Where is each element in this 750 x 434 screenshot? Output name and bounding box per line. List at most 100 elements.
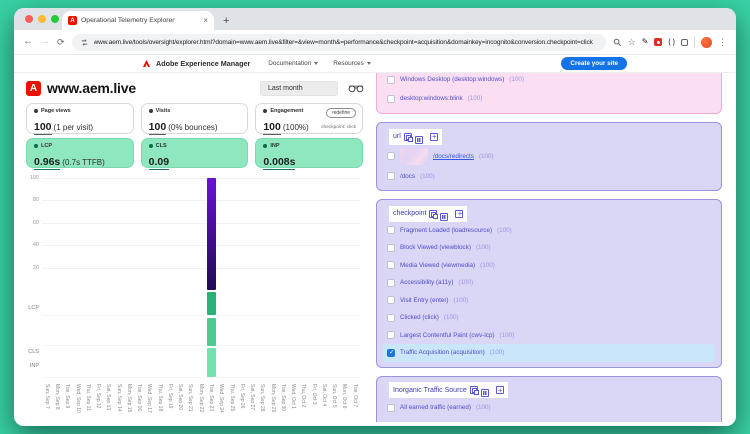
search-icon[interactable] — [613, 38, 622, 47]
create-site-button[interactable]: Create your site — [561, 57, 627, 70]
chart-plot: Sun, Sep 7 Mon, Sep 8 Tue, Sep 9 Wed, Sep 1… — [42, 178, 360, 414]
filter-checkbox[interactable] — [387, 313, 395, 322]
pageviews-bar[interactable] — [206, 178, 216, 290]
inp-card[interactable]: INP 0.008s — [255, 138, 364, 170]
x-axis-label: Wed, Oct 1 — [290, 384, 297, 409]
bar-chart-icon[interactable] — [480, 389, 489, 397]
x-axis-label: Sun, Sep 14 — [115, 384, 122, 412]
filter-item[interactable]: Windows Desktop (desktop:windows) (100) — [383, 73, 715, 89]
lcp-value: 0.96s — [34, 156, 61, 170]
visits-card[interactable]: Visits 100 (0% bounces) — [140, 103, 249, 135]
nav-documentation[interactable]: Documentation — [268, 60, 319, 67]
filter-checkbox[interactable] — [387, 348, 395, 357]
add-icon[interactable] — [495, 386, 504, 395]
adobe-favicon: A — [68, 16, 77, 25]
filter-checkbox[interactable] — [387, 75, 395, 84]
filter-checkbox[interactable] — [387, 296, 395, 305]
add-icon[interactable] — [455, 209, 464, 218]
engagement-card[interactable]: Engagement 100 (100%) redefine checkpoint… — [255, 103, 364, 135]
forward-icon[interactable]: → — [40, 36, 50, 47]
close-tab-icon[interactable]: × — [203, 16, 208, 25]
x-axis-label: Sun, Sep 7 — [43, 384, 50, 409]
redefine-badge[interactable]: redefine — [325, 108, 357, 118]
cwv-block-lcp[interactable] — [206, 292, 216, 315]
pageviews-card[interactable]: Page views 100 (1 per visit) — [26, 103, 134, 135]
section-legend: url — [389, 128, 442, 145]
filter-checkbox[interactable] — [387, 243, 395, 252]
cwv-block-cls[interactable] — [206, 317, 216, 346]
filter-checkbox[interactable] — [387, 94, 395, 103]
reload-icon[interactable]: ⟳ — [57, 36, 65, 47]
back-icon[interactable]: ← — [23, 36, 33, 47]
incognito-glasses-icon[interactable] — [348, 84, 364, 93]
browser-tab[interactable]: A Operational Telemetry Explorer × — [62, 11, 214, 30]
filter-count: (100) — [443, 314, 459, 322]
y-axis-tick: 60 — [32, 219, 39, 226]
filter-checkbox[interactable] — [387, 226, 395, 235]
filter-count: (100) — [480, 261, 495, 269]
filter-checkbox[interactable] — [387, 172, 395, 181]
metric-dot — [148, 144, 153, 148]
filter-label[interactable]: /docs/redirects — [433, 152, 474, 160]
copy-icon[interactable] — [429, 209, 439, 219]
zoom-window-button[interactable] — [51, 15, 59, 23]
filter-item[interactable]: Accessibility (a11y) (100) — [383, 274, 715, 292]
bookmark-star-icon[interactable]: ☆ — [627, 36, 636, 47]
extensions-icon[interactable] — [681, 38, 688, 46]
profile-avatar[interactable] — [701, 36, 712, 48]
engagement-note: checkpoint: click — [321, 125, 357, 130]
add-icon[interactable] — [429, 132, 438, 141]
section-legend-label: url — [393, 133, 401, 140]
section-legend: checkpoint — [389, 205, 468, 222]
y-axis-tick: 20 — [32, 264, 39, 271]
nav-resources[interactable]: Resources — [333, 60, 371, 67]
address-bar[interactable]: www.aem.live/tools/oversight/explorer.ht… — [71, 33, 606, 51]
cls-card[interactable]: CLS 0.09 — [140, 138, 249, 170]
close-window-button[interactable] — [25, 15, 33, 23]
filter-label: /docs — [400, 172, 416, 180]
cwv-row-label: CLS — [28, 349, 39, 355]
filter-label: Media Viewed (viewmedia) — [400, 261, 476, 269]
extension-red-icon[interactable] — [654, 38, 663, 46]
extension-pen-icon[interactable]: ✎ — [641, 37, 649, 46]
metric-dot — [263, 109, 268, 113]
menu-dots-icon[interactable]: ⋮ — [718, 36, 727, 47]
copy-icon[interactable] — [469, 386, 479, 395]
filter-item[interactable]: Traffic Acquisition (acquisition) (100) — [383, 344, 715, 362]
bar-chart-icon[interactable] — [414, 135, 423, 144]
bar-chart-icon[interactable] — [440, 212, 449, 221]
browser-window: A Operational Telemetry Explorer × + ← →… — [14, 8, 736, 426]
filter-checkbox[interactable] — [387, 261, 395, 270]
filter-item[interactable]: earned:ai(100) — [383, 417, 715, 422]
minimize-window-button[interactable] — [38, 15, 46, 23]
aem-brand[interactable]: Adobe Experience Manager — [142, 59, 250, 68]
x-axis-label: Thu, Sep 11 — [84, 384, 91, 411]
filter-checkbox[interactable] — [387, 403, 395, 412]
filter-item[interactable]: /docs/redirects (100) — [383, 145, 715, 168]
x-axis-label: Sat, Oct 4 — [320, 384, 327, 407]
filter-item[interactable]: All earned traffic (earned) (100) — [383, 398, 715, 417]
filter-checkbox[interactable] — [387, 331, 395, 340]
site-info-icon[interactable] — [80, 38, 89, 47]
brand-name: Adobe Experience Manager — [156, 59, 251, 68]
filter-label: Traffic Acquisition (acquisition) — [400, 349, 485, 357]
filter-checkbox[interactable] — [387, 152, 395, 160]
lcp-card[interactable]: LCP 0.96s (0.7s TTFB) — [26, 138, 134, 170]
filter-item[interactable]: Visit Entry (enter) (100) — [383, 292, 715, 310]
pageviews-value: 100 — [34, 121, 52, 135]
metric-dot — [263, 144, 268, 148]
extension-brackets-icon[interactable]: ( ) — [668, 38, 675, 46]
period-select[interactable]: Last month — [260, 80, 338, 96]
filter-item[interactable]: Largest Contentful Paint (cwv-lcp) (100) — [383, 327, 715, 345]
filter-item[interactable]: Clicked (click) (100) — [383, 309, 715, 327]
filter-checkbox[interactable] — [387, 278, 395, 287]
filter-item[interactable]: /docs (100) — [383, 168, 715, 186]
new-tab-button[interactable]: + — [223, 14, 230, 27]
filter-count: (100) — [489, 349, 505, 357]
copy-icon[interactable] — [403, 132, 413, 142]
filter-item[interactable]: Fragment Loaded (loadresource) (100) — [383, 222, 715, 240]
filter-item[interactable]: Media Viewed (viewmedia) (100) — [383, 257, 715, 275]
filter-item[interactable]: Block Viewed (viewblock) (100) — [383, 239, 715, 257]
filter-item[interactable]: desktop:windows:blink (100) — [383, 89, 715, 108]
cwv-block-inp[interactable] — [206, 348, 216, 377]
